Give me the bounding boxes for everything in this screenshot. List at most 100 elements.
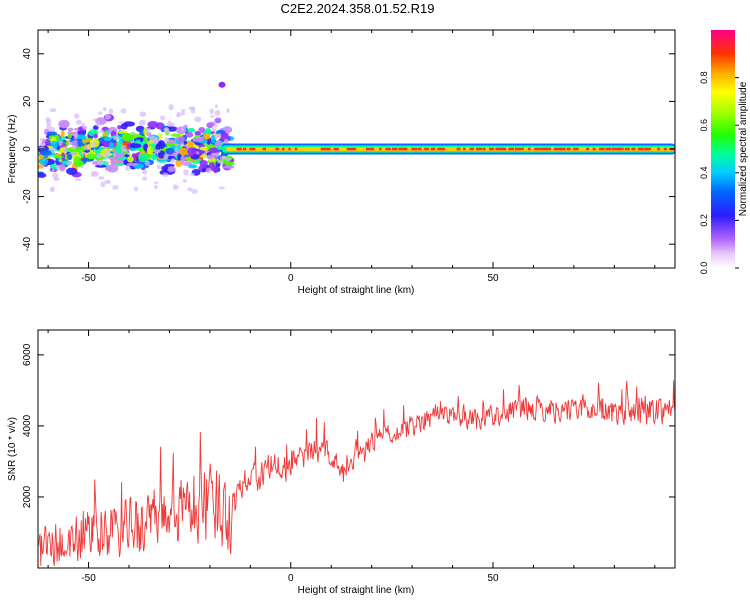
heatmap-cell [104,149,111,156]
spectrogram-heatmap [38,81,675,194]
heatmap-band-peak [488,147,495,151]
heatmap-cell [49,108,57,113]
y-tick-label: 40 [22,48,33,60]
heatmap-band-peak [527,147,531,151]
x-tick-label: -50 [81,573,96,584]
heatmap-cell [72,145,77,150]
heatmap-cell [208,147,219,154]
heatmap-cell [162,172,169,177]
heatmap-cell [99,129,105,134]
heatmap-cell [51,168,55,172]
snr-panel: -50 0 50 2000 4000 6000 Height of straight li… [7,329,676,596]
heatmap-cell [179,147,188,156]
heatmap-band-peak [508,147,515,151]
snr-y-axis-label: SNR (10 * v/v) [7,417,18,481]
heatmap-band-peak [624,147,630,151]
heatmap-band-peak [262,147,267,151]
heatmap-band-peak [482,147,486,151]
heatmap-band-peak [469,147,474,151]
heatmap-cell [187,128,196,133]
heatmap-cell [120,108,127,114]
heatmap-cell [156,164,162,170]
heatmap-cell [67,133,72,139]
heatmap-band-peak [404,147,408,151]
heatmap-cell [189,172,195,176]
spectrogram-x-axis-label: Height of straight line (km) [298,285,415,296]
heatmap-band-peak [327,147,331,151]
heatmap-band-peak [346,147,354,151]
heatmap-cell [169,122,175,127]
heatmap-cell [112,185,119,190]
heatmap-cell [39,137,47,143]
heatmap-cell [53,155,64,159]
heatmap-band-peak [637,147,644,151]
heatmap-band-peak [598,147,605,151]
heatmap-cell [180,155,185,163]
heatmap-cell [113,151,125,158]
heatmap-cell [118,121,124,124]
colorbar-tick-label: 0.8 [699,71,709,84]
heatmap-band-peak [391,147,398,151]
heatmap-band-peak [553,147,562,151]
heatmap-cell [117,130,128,134]
heatmap-band-peak [631,147,636,151]
heatmap-band-peak [618,147,624,151]
heatmap-cell [129,147,138,151]
heatmap-cell [203,133,211,140]
heatmap-cell [55,165,60,171]
colorbar-label: Normalized spectral amplitude [738,81,749,216]
heatmap-band-peak [540,147,549,151]
heatmap-cell [216,140,222,147]
heatmap-cell [58,140,63,147]
heatmap-cell [209,108,215,115]
heatmap-cell [108,142,114,149]
heatmap-band-peak [657,147,661,151]
heatmap-cell [181,128,185,132]
heatmap-band-peak [560,147,566,151]
heatmap-band-peak [294,147,298,151]
heatmap-cell [171,133,180,137]
heatmap-cell [80,151,87,155]
y-tick-label: 2000 [22,485,33,508]
colorbar-tick-label: 0.0 [699,262,709,275]
heatmap-cell [180,109,187,112]
heatmap-cell [67,130,73,135]
heatmap-cell [214,135,220,139]
heatmap-cell [100,181,106,188]
heatmap-cell [126,162,139,166]
heatmap-band-peak [378,147,382,151]
heatmap-cell [80,165,85,168]
heatmap-cell [175,113,181,118]
colorbar: 0.0 0.2 0.4 0.6 0.8 Normalized spectral ampl… [699,30,749,274]
heatmap-cell [127,156,134,163]
chart-title: C2E2.2024.358.01.52.R19 [280,1,435,16]
heatmap-cell [38,164,45,169]
heatmap-band-peak [495,147,504,151]
heatmap-cell [187,147,197,156]
x-tick-label: -50 [81,273,96,284]
heatmap-band-peak [463,147,466,151]
heatmap-cell [117,125,122,130]
heatmap-cell [225,157,232,162]
heatmap-cell [194,116,202,123]
heatmap-cell [83,146,91,151]
heatmap-cell [138,153,149,163]
heatmap-cell [139,111,147,117]
spectrogram-y-axis-label: Frequency (Hz) [7,115,18,184]
heatmap-band-peak [417,147,422,151]
heatmap-cell [159,115,166,121]
colorbar-axis: 0.0 0.2 0.4 0.6 0.8 [699,71,739,274]
heatmap-cell [38,172,47,178]
heatmap-cell [49,186,55,192]
heatmap-cell [211,127,217,132]
heatmap-cell [170,158,176,164]
snr-series-line [38,380,675,566]
heatmap-cell [102,132,108,137]
heatmap-band-peak [534,147,541,151]
heatmap-cell [133,186,139,192]
heatmap-cell [103,136,112,142]
y-tick-label: 4000 [22,414,33,437]
heatmap-cell [222,156,227,160]
heatmap-cell [86,153,97,160]
heatmap-band-peak [437,147,446,151]
